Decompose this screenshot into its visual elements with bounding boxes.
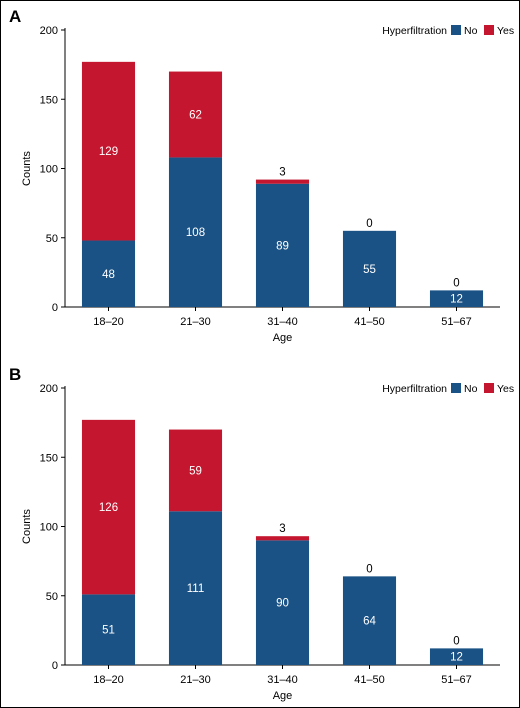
y-axis-title: Counts xyxy=(21,151,33,186)
legend-swatch-no xyxy=(451,25,461,35)
bar-yes-segment xyxy=(81,419,136,595)
bar-value-label: 89 xyxy=(276,240,289,252)
x-tick-label: 31–40 xyxy=(267,674,298,686)
x-tick-label: 41–50 xyxy=(354,674,385,686)
y-tick-label: 200 xyxy=(40,383,58,395)
y-tick-label: 100 xyxy=(40,522,58,534)
chart-panel-b: B Hyperfiltration Age Counts 0 50 100 150 20… xyxy=(9,365,514,702)
legend-swatch-yes xyxy=(484,25,494,35)
bar-no-segment xyxy=(429,648,484,665)
bar-value-label: 12 xyxy=(450,294,463,306)
chart-panel-a: A Hyperfiltration Age Counts 0 50 100 150 20… xyxy=(9,7,514,344)
bar-no-segment xyxy=(81,594,136,665)
x-axis-title: Age xyxy=(273,332,293,344)
x-tick-label: 31–40 xyxy=(267,316,298,328)
bar-yes-segment xyxy=(168,429,223,512)
bar-no-segment xyxy=(168,157,223,307)
x-tick-label: 41–50 xyxy=(354,316,385,328)
legend-label-no: No xyxy=(464,383,478,395)
bar-yes-segment xyxy=(81,61,136,241)
bar-value-label: 0 xyxy=(366,218,372,230)
bar-value-label: 64 xyxy=(363,616,376,628)
legend-swatch-yes xyxy=(484,383,494,393)
bar-no-segment xyxy=(255,183,310,307)
legend-label-yes: Yes xyxy=(497,383,514,395)
bar-no-segment xyxy=(168,511,223,665)
bar-value-label: 59 xyxy=(189,465,202,477)
bar-yes-segment xyxy=(255,179,310,184)
bar-value-label: 111 xyxy=(187,583,204,595)
bar-no-segment xyxy=(255,540,310,665)
x-tick-label: 21–30 xyxy=(180,316,211,328)
bar-value-label: 126 xyxy=(99,502,118,514)
bar-value-label: 0 xyxy=(366,563,372,575)
legend-title: Hyperfiltration xyxy=(382,383,447,395)
legend-title: Hyperfiltration xyxy=(382,25,447,37)
legend-label-yes: Yes xyxy=(497,25,514,37)
y-tick-label: 100 xyxy=(40,164,58,176)
bar-no-segment xyxy=(342,576,397,665)
bar-value-label: 3 xyxy=(279,523,285,535)
bar-yes-segment xyxy=(168,71,223,158)
x-axis-title: Age xyxy=(273,690,293,702)
y-tick-label: 50 xyxy=(46,591,58,603)
y-tick-label: 0 xyxy=(52,302,58,314)
legend-label-no: No xyxy=(464,25,478,37)
y-tick-label: 150 xyxy=(40,94,58,106)
bar-value-label: 48 xyxy=(102,269,115,281)
y-axis-title: Counts xyxy=(21,509,33,544)
bar-value-label: 12 xyxy=(450,652,463,664)
y-tick-label: 50 xyxy=(46,233,58,245)
x-tick-label: 51–67 xyxy=(441,316,472,328)
x-tick-label: 18–20 xyxy=(93,316,124,328)
y-tick-label: 0 xyxy=(52,660,58,672)
bar-value-label: 129 xyxy=(99,146,118,158)
bar-no-segment xyxy=(342,230,397,307)
bar-value-label: 62 xyxy=(189,109,202,121)
x-tick-label: 21–30 xyxy=(180,674,211,686)
y-tick-label: 200 xyxy=(40,25,58,37)
bar-no-segment xyxy=(81,240,136,307)
bar-value-label: 51 xyxy=(102,625,115,637)
bar-no-segment xyxy=(429,290,484,307)
bar-value-label: 0 xyxy=(453,635,459,647)
bar-value-label: 108 xyxy=(186,227,205,239)
bar-value-label: 3 xyxy=(279,167,285,179)
bar-yes-segment xyxy=(255,536,310,541)
x-tick-label: 51–67 xyxy=(441,674,472,686)
panel-label-a: A xyxy=(9,7,21,26)
bar-value-label: 90 xyxy=(276,598,289,610)
y-tick-label: 150 xyxy=(40,452,58,464)
bar-value-label: 0 xyxy=(453,277,459,289)
bar-value-label: 55 xyxy=(363,264,376,276)
x-tick-label: 18–20 xyxy=(93,674,124,686)
legend-swatch-no xyxy=(451,383,461,393)
panel-label-b: B xyxy=(9,365,21,384)
